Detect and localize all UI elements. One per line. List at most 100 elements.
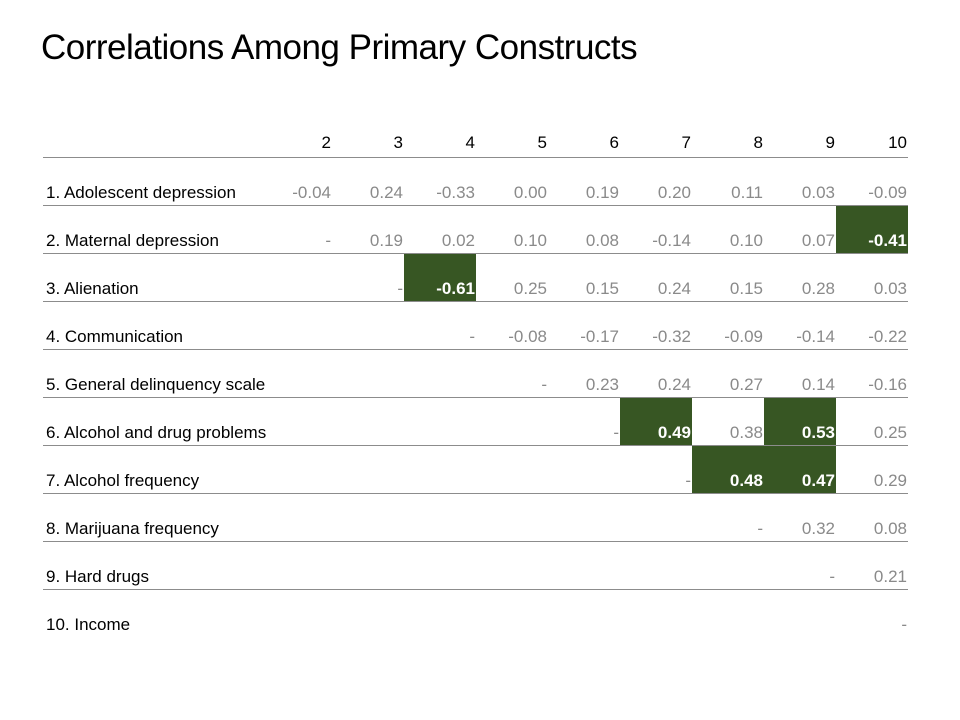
correlation-cell: 0.27 <box>692 349 764 398</box>
correlation-cell <box>260 445 332 494</box>
column-header: 2 <box>260 133 332 158</box>
correlation-cell: 0.03 <box>764 157 836 206</box>
correlation-cell <box>332 493 404 542</box>
correlation-cell: -0.17 <box>548 301 620 350</box>
correlation-cell: 0.21 <box>836 541 908 590</box>
correlation-cell: 0.00 <box>476 157 548 206</box>
correlation-cell: -0.22 <box>836 301 908 350</box>
correlation-cell: 0.08 <box>548 205 620 254</box>
table-row: 5. General delinquency scale -0.23 0.24 0.2… <box>43 349 908 398</box>
correlation-cell <box>260 349 332 398</box>
correlation-cell: 0.38 <box>692 397 764 446</box>
row-label: 10. Income <box>46 615 131 634</box>
correlation-cell <box>404 349 476 398</box>
correlation-cell: -0.14 <box>764 301 836 350</box>
row-label: 4. Communication <box>43 301 260 350</box>
correlation-cell <box>692 589 764 637</box>
correlation-cell <box>260 301 332 350</box>
highlighted-correlation-cell: -0.41 <box>836 205 908 254</box>
row-label: 3. Alienation <box>43 253 260 302</box>
correlation-cell: - <box>548 397 620 446</box>
correlation-cell: 0.07 <box>764 205 836 254</box>
correlation-cell: -0.16 <box>836 349 908 398</box>
slide-title: Correlations Among Primary Constructs <box>41 28 638 67</box>
correlation-cell <box>548 445 620 494</box>
correlation-cell: - <box>260 205 332 254</box>
correlation-cell: -0.14 <box>620 205 692 254</box>
correlation-cell: 0.24 <box>620 349 692 398</box>
column-header: 3 <box>332 133 404 158</box>
correlation-cell <box>404 445 476 494</box>
correlation-cell <box>260 541 332 590</box>
correlation-cell <box>404 397 476 446</box>
correlation-cell <box>620 541 692 590</box>
correlation-cell: - <box>404 301 476 350</box>
correlation-cell <box>620 493 692 542</box>
table-row: 4. Communication - -0.08 -0.17 -0.32 -0.09 -0.… <box>43 301 908 350</box>
correlation-cell: - <box>620 445 692 494</box>
highlighted-correlation-cell: 0.48 <box>692 445 764 494</box>
column-header: 4 <box>404 133 476 158</box>
highlighted-correlation-cell: 0.47 <box>764 445 836 494</box>
correlation-cell <box>332 589 404 637</box>
correlation-cell <box>260 589 332 637</box>
correlation-cell <box>620 589 692 637</box>
correlation-cell: 0.19 <box>332 205 404 254</box>
correlation-cell: 0.15 <box>692 253 764 302</box>
correlation-table: 2 3 4 5 6 7 8 9 10 1. Adolescent depression -0.04… <box>43 133 908 637</box>
correlation-cell <box>332 541 404 590</box>
correlation-cell: -0.08 <box>476 301 548 350</box>
column-header: 9 <box>764 133 836 158</box>
correlation-cell: 0.03 <box>836 253 908 302</box>
correlation-cell <box>332 397 404 446</box>
correlation-cell: -0.04 <box>260 157 332 206</box>
row-label: 1. Adolescent depression <box>43 157 260 206</box>
correlation-cell <box>476 397 548 446</box>
correlation-cell: 0.15 <box>548 253 620 302</box>
correlation-cell: -0.33 <box>404 157 476 206</box>
correlation-cell <box>332 349 404 398</box>
row-label: 2. Maternal depression <box>43 205 260 254</box>
correlation-cell <box>404 493 476 542</box>
table-row: 3. Alienation - -0.61 0.25 0.15 0.24 0.15 0.28 0… <box>43 253 908 302</box>
correlation-cell: 0.08 <box>836 493 908 542</box>
correlation-cell: 0.29 <box>836 445 908 494</box>
row-label: 8. Marijuana frequency <box>43 493 260 542</box>
correlation-cell: 0.10 <box>692 205 764 254</box>
correlation-cell: 0.14 <box>764 349 836 398</box>
correlation-cell: 0.02 <box>404 205 476 254</box>
correlation-cell: 0.11 <box>692 157 764 206</box>
correlation-cell: -0.09 <box>836 157 908 206</box>
correlation-cell: 0.10 <box>476 205 548 254</box>
correlation-cell <box>260 397 332 446</box>
highlighted-correlation-cell: -0.61 <box>404 253 476 302</box>
highlighted-correlation-cell: 0.53 <box>764 397 836 446</box>
correlation-cell: - <box>764 541 836 590</box>
correlation-cell <box>548 493 620 542</box>
correlation-cell: 0.24 <box>620 253 692 302</box>
column-header: 6 <box>548 133 620 158</box>
correlation-cell: 0.19 <box>548 157 620 206</box>
correlation-cell <box>548 589 620 637</box>
correlation-cell: 0.23 <box>548 349 620 398</box>
row-label: 6. Alcohol and drug problems <box>43 397 266 446</box>
table-row: 7. Alcohol frequency -0.48 0.47 0.29 <box>43 445 908 494</box>
correlation-cell <box>764 589 836 637</box>
correlation-cell: 0.28 <box>764 253 836 302</box>
row-label: 7. Alcohol frequency <box>43 445 260 494</box>
correlation-cell: - <box>692 493 764 542</box>
header-corner <box>43 133 260 158</box>
correlation-cell <box>476 445 548 494</box>
table-row: 9. Hard drugs -0.21 <box>43 541 908 590</box>
column-header: 5 <box>476 133 548 158</box>
correlation-cell: 0.25 <box>836 397 908 446</box>
table-row: 1. Adolescent depression -0.04 0.24 -0.33 0.… <box>43 157 908 206</box>
table-body: 1. Adolescent depression -0.04 0.24 -0.33 0.… <box>43 157 908 637</box>
table-row: 6. Alcohol and drug problems -0.49 0.38 0.5… <box>43 397 908 446</box>
correlation-cell: - <box>332 253 404 302</box>
correlation-cell: 0.25 <box>476 253 548 302</box>
highlighted-correlation-cell: 0.49 <box>620 397 692 446</box>
column-header: 7 <box>620 133 692 158</box>
column-header: 8 <box>692 133 764 158</box>
correlation-cell <box>476 493 548 542</box>
